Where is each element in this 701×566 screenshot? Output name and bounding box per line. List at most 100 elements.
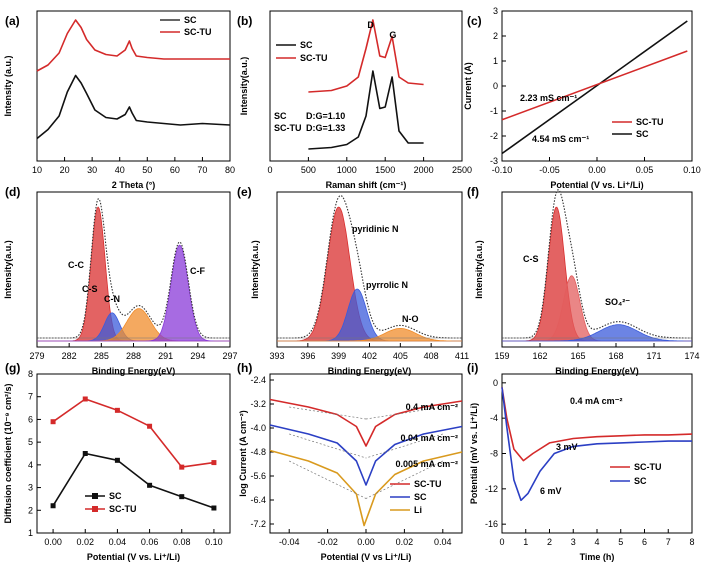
x-axis-title: Potential (V vs. Li⁺/Li) xyxy=(550,180,643,190)
x-tick-label: 174 xyxy=(684,351,699,361)
x-tick-label: 0.08 xyxy=(173,537,191,547)
plot-frame xyxy=(269,10,463,162)
envelope-fit xyxy=(277,194,462,339)
y-tick-label: -4 xyxy=(490,413,498,423)
y-axis-title: Intensity(a.u.) xyxy=(239,57,249,116)
x-tick-label: 10 xyxy=(32,165,42,175)
x-tick-label: 70 xyxy=(197,165,207,175)
x-tick-label: 4 xyxy=(594,537,599,547)
panel-label: (a) xyxy=(5,14,20,28)
x-axis-title: Binding Energy(eV) xyxy=(328,366,412,376)
y-tick-label: -3 xyxy=(490,156,498,166)
panel-label: (g) xyxy=(5,361,20,375)
peak-area xyxy=(502,324,692,342)
y-tick-label: -2.4 xyxy=(250,375,266,385)
y-tick-label: -6.4 xyxy=(250,495,266,505)
x-axis-title: Time (h) xyxy=(580,552,615,562)
x-tick-label: 162 xyxy=(532,351,547,361)
y-tick-label: 0 xyxy=(493,81,498,91)
x-axis-title: 2 Theta (°) xyxy=(112,180,156,190)
y-tick-label: 6 xyxy=(28,414,33,424)
tafel-fit xyxy=(365,433,443,459)
ratio-sample: SC xyxy=(274,111,287,121)
x-tick-label: 0.02 xyxy=(396,537,414,547)
legend-label: SC xyxy=(634,476,647,486)
y-tick-label: -5.6 xyxy=(250,471,266,481)
series-line-sc xyxy=(52,452,215,509)
legend-label: SC-TU xyxy=(184,27,212,37)
peak-label: C-N xyxy=(104,294,120,304)
y-axis-title: Current (A) xyxy=(463,62,473,110)
y-tick-label: -8 xyxy=(490,449,498,459)
x-tick-label: 0.00 xyxy=(357,537,375,547)
x-tick-label: 30 xyxy=(87,165,97,175)
x-tick-label: 0.10 xyxy=(205,537,223,547)
x-tick-label: 2000 xyxy=(414,165,434,175)
y-tick-label: -3.2 xyxy=(250,399,266,409)
legend-label: SC xyxy=(414,492,427,502)
tafel-fit xyxy=(289,406,367,420)
y-tick-label: 3 xyxy=(28,483,33,493)
legend-label: SC xyxy=(636,129,649,139)
y-tick-label: -4.8 xyxy=(250,447,266,457)
legend-label: SC-TU xyxy=(109,504,137,514)
panel-label: (h) xyxy=(237,361,252,375)
y-tick-label: -12 xyxy=(485,484,498,494)
peak-label: C-C xyxy=(68,260,84,270)
legend-label: SC-TU xyxy=(636,117,664,127)
x-tick-label: 0.02 xyxy=(76,537,94,547)
x-tick-label: -0.04 xyxy=(279,537,300,547)
x-tick-label: 168 xyxy=(608,351,623,361)
y-tick-label: 7 xyxy=(28,392,33,402)
series-line-sc xyxy=(501,387,692,502)
panel-a: (a) 2 Theta (°) Intensity (a.u.) 10 20 30 40 50… xyxy=(3,10,235,190)
ratio-value: D:G=1.10 xyxy=(306,111,345,121)
x-tick-label: 3 xyxy=(571,537,576,547)
conductivity-sc: 4.54 mS cm⁻¹ xyxy=(532,134,589,144)
legend-label: SC-TU xyxy=(300,53,328,63)
x-tick-label: -0.02 xyxy=(317,537,338,547)
panel-h: (h) Potential (V vs Li⁺/Li) log Current (A… xyxy=(237,361,463,562)
y-tick-label: 4 xyxy=(28,460,33,470)
series-line-sc-tu xyxy=(52,398,215,468)
y-tick-label: 0 xyxy=(493,378,498,388)
x-tick-label: 282 xyxy=(62,351,77,361)
x-tick-label: 500 xyxy=(301,165,316,175)
panel-label: (d) xyxy=(5,185,20,199)
x-tick-label: 411 xyxy=(455,351,469,361)
peak-label: C-F xyxy=(190,266,205,276)
tafel-fit xyxy=(289,433,367,459)
x-tick-label: 20 xyxy=(60,165,70,175)
y-tick-label: -7.2 xyxy=(250,519,266,529)
x-tick-label: 0 xyxy=(267,165,272,175)
panel-label: (b) xyxy=(237,14,252,28)
panel-f: (f) Binding Energy(eV) Intensity(a.u.) 159 1… xyxy=(467,185,700,376)
legend-marker xyxy=(92,506,98,512)
peak-label: C-S xyxy=(523,254,539,264)
panel-label: (i) xyxy=(467,361,478,375)
peak-label: pyrrolic N xyxy=(366,280,408,290)
plot-frame xyxy=(36,10,231,162)
x-tick-label: 0.06 xyxy=(141,537,159,547)
legend-label: SC-TU xyxy=(414,479,442,489)
x-tick-label: 5 xyxy=(618,537,623,547)
y-tick-label: 1 xyxy=(28,528,33,538)
x-tick-label: 0.04 xyxy=(434,537,452,547)
x-tick-label: 1 xyxy=(523,537,528,547)
y-axis-title: Intensity (a.u.) xyxy=(3,55,13,116)
y-axis-title: Potential (mV vs. Li⁺/Li) xyxy=(469,403,479,504)
x-tick-label: 405 xyxy=(393,351,408,361)
x-tick-label: 0.00 xyxy=(588,165,606,175)
data-point xyxy=(211,505,217,511)
panel-d: (d) Binding Energy(eV) Intensity(a.u.) 279 2… xyxy=(3,185,238,376)
x-axis-title: Binding Energy(eV) xyxy=(92,366,176,376)
peak-label: SO₄²⁻ xyxy=(605,297,630,307)
plot-frame xyxy=(269,373,463,534)
x-axis-title: Raman shift (cm⁻¹) xyxy=(326,180,407,190)
x-tick-label: -0.05 xyxy=(539,165,560,175)
data-point xyxy=(179,494,185,500)
y-tick-label: -1 xyxy=(490,106,498,116)
panel-label: (c) xyxy=(467,14,482,28)
x-tick-label: 171 xyxy=(646,351,661,361)
x-tick-label: 285 xyxy=(94,351,109,361)
